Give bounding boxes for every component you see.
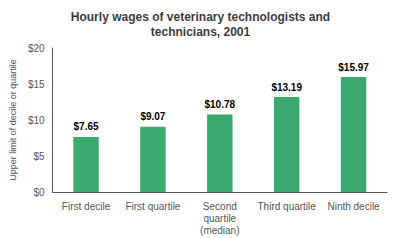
svg-text:$10: $10 [28,115,45,126]
svg-text:$15.97: $15.97 [338,62,369,73]
svg-text:Hourly wages of veterinary tec: Hourly wages of veterinary technologists… [71,10,330,24]
svg-text:$5: $5 [33,151,45,162]
svg-text:$9.07: $9.07 [140,111,165,122]
svg-text:Ninth decile: Ninth decile [327,201,380,212]
svg-text:technicians, 2001: technicians, 2001 [151,25,251,39]
svg-text:Upper limit of decile or quart: Upper limit of decile or quartile [8,59,18,181]
svg-text:$10.78: $10.78 [204,99,235,110]
svg-text:First quartile: First quartile [125,201,180,212]
svg-text:$13.19: $13.19 [271,82,302,93]
svg-text:$7.65: $7.65 [74,121,99,132]
svg-text:(median): (median) [200,225,239,236]
svg-text:Third quartile: Third quartile [257,201,316,212]
svg-text:$15: $15 [28,79,45,90]
svg-text:First decile: First decile [62,201,111,212]
svg-text:$20: $20 [28,43,45,54]
svg-text:Second: Second [203,201,237,212]
svg-text:$0: $0 [33,187,45,198]
svg-text:quartile: quartile [203,213,236,224]
